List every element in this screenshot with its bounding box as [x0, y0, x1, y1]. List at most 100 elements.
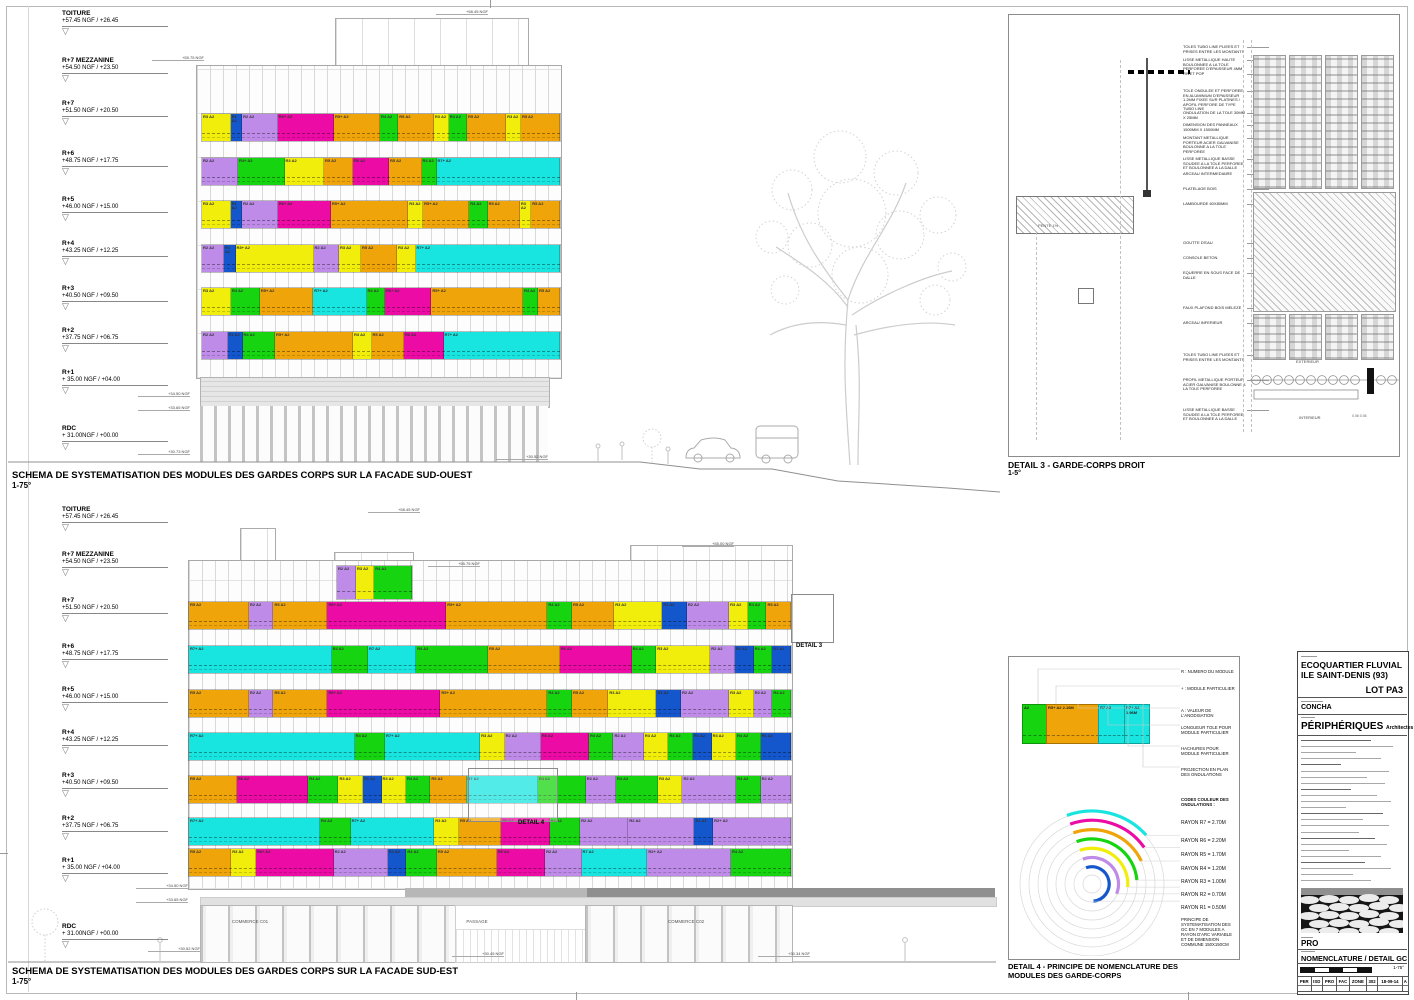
ondulation-dash-line	[202, 311, 560, 312]
detail3-lisse-haute	[1128, 70, 1190, 74]
band-module: R1 A2	[656, 690, 681, 717]
band-module: R4 A2	[668, 733, 693, 760]
module-code: R5 A2	[437, 849, 450, 854]
scale-bar-segment	[1343, 968, 1357, 972]
detail4-title-line1: DETAIL 4 - PRINCIPE DE NOMENCLATURE DES	[1008, 962, 1179, 971]
detail3-annotation: TOLES TUBO LINE PLIEES ET PRISES ENTRE L…	[1183, 352, 1269, 362]
band-module: R5 A2	[273, 602, 328, 629]
band-module: R2 A2	[613, 733, 644, 760]
band-module: R4 A2	[416, 646, 488, 673]
title-block-label-bar	[1301, 717, 1315, 718]
contact-text-line	[1301, 837, 1375, 839]
tree-sketch	[755, 130, 967, 466]
storefront-passage	[455, 905, 587, 963]
module-code: R4 A2	[737, 776, 749, 781]
module-code: R6+ A2	[385, 288, 400, 293]
sample-module-code: R7+ A2 1.96M	[1126, 705, 1140, 715]
band-module: R4 A2	[366, 288, 385, 315]
detail3-dash-line	[1120, 60, 1121, 440]
facade-se-title: SCHEMA DE SYSTEMATISATION DES MODULES DE…	[12, 966, 459, 977]
band-module: R2 A2	[337, 566, 356, 599]
detail3-annotation: RIVET POP	[1183, 71, 1269, 77]
detail3-annotation: ARCEAU INFERIEUR	[1183, 320, 1269, 326]
band-module: R3 A2	[408, 201, 424, 228]
ondulation-dash-line	[189, 621, 791, 622]
level-name: R+4	[62, 240, 75, 247]
band-module: R5 A2	[189, 849, 232, 876]
module-code: R4 A2	[449, 114, 461, 119]
band-module: R7+ A2	[415, 245, 560, 272]
level-name: R+2	[62, 815, 75, 822]
detail3-dash-line	[1036, 232, 1037, 440]
module-code: R6+ A2	[328, 602, 343, 607]
detail3-dims-label: 0.06 0.06	[1352, 414, 1367, 418]
band-module: R3 A2	[608, 690, 657, 717]
module-code: R3 A2	[435, 818, 447, 823]
level-name: R+7 MEZZANINE	[62, 551, 114, 558]
band-module: R5 A2	[488, 646, 560, 673]
rayon-label: RAYON R4 = 1.20M	[1181, 866, 1226, 872]
detail3-annotation: ARCEAU INTERMEDIAIRE	[1183, 171, 1269, 177]
ngf-level-label: +33.65 NGF	[136, 897, 188, 903]
band-module: R4 A2	[547, 602, 572, 629]
module-code: R5+ A2	[441, 690, 455, 695]
detail3-annotation: PLATELAGE BOIS	[1183, 186, 1269, 192]
level-label: RDC + 31.00NGF / +00.00 ▽	[62, 923, 168, 949]
band-module: R2 A2	[686, 602, 730, 629]
detail4-callout-label: DETAIL 4	[518, 820, 545, 826]
sample-module-code: R7 A2	[1100, 705, 1112, 710]
band-module: R5+ A2	[423, 201, 470, 228]
module-code: R4 A2	[417, 646, 429, 651]
band-module: R4 A2	[469, 201, 488, 228]
module-code: R4 A2	[669, 733, 681, 738]
module-code: R7+ A2	[314, 288, 328, 293]
band-module: R2 A2	[753, 690, 773, 717]
module-code: R5 A2	[459, 818, 472, 823]
detail4-legend-item: CODES COULEUR DES ONDULATIONS :	[1181, 797, 1229, 807]
passage-fence	[456, 929, 586, 962]
ngf-level-label: +30.34 NGF	[758, 951, 810, 957]
crop-mark	[1188, 992, 1189, 1000]
module-code: R4 A2	[589, 733, 602, 738]
band-module: R1 A2	[734, 646, 754, 673]
facade-sw-r1-deck	[200, 377, 550, 408]
ondulation-dash-line	[189, 665, 791, 666]
module-code: R4 A2	[243, 332, 255, 337]
module-code: R4 A2	[406, 776, 419, 781]
detail3-annotation: DIMENSION DES PANNEAUX 1500MM X 1500MM	[1183, 122, 1269, 132]
module-code: R2 A2	[249, 602, 262, 607]
title-block-divider	[1297, 697, 1407, 698]
level-ngf: + 35.00 NGF / +04.00	[62, 377, 168, 386]
band-module: R2 A2	[682, 776, 737, 803]
detail4-legend-item: PROJECTION EN PLAN DES ONDULATIONS	[1181, 767, 1229, 777]
band-module: R2 A2	[760, 776, 791, 803]
module-code: R3 A2	[203, 201, 215, 206]
level-marker-icon: ▽	[62, 73, 69, 83]
module-code: R3 A2	[481, 733, 493, 738]
band-module: R4 A2	[523, 288, 539, 315]
canopy-dark	[587, 888, 995, 897]
module-code: R6+ A2	[256, 849, 271, 854]
module-code: R6 A2	[497, 849, 510, 854]
module-code: R5 A2	[489, 646, 501, 651]
ondulation-dash-line	[189, 669, 791, 670]
band-module: R4 A2	[230, 288, 260, 315]
band-module: R5 A2	[487, 201, 520, 228]
level-marker-icon: ▽	[62, 788, 69, 798]
module-code: R5 A2	[390, 158, 402, 163]
module-code: R5 A2	[274, 690, 286, 695]
module-code: R4 A2	[422, 158, 434, 163]
detail3-annotation: MONTANT METALLIQUE PORTEUR ACIER GALVANI…	[1183, 135, 1269, 154]
module-code: R5 A2	[190, 602, 202, 607]
level-name: R+1	[62, 369, 75, 376]
detail3-annotation: LAMBOURDE 60X80MM	[1183, 201, 1269, 207]
module-code: R5 A2	[532, 201, 544, 206]
ondulation-dash-line	[202, 351, 560, 352]
level-marker-icon: ▽	[62, 745, 69, 755]
detail3-callout-label: DETAIL 3	[796, 643, 823, 649]
ondulation-dash-line	[189, 868, 791, 869]
title-block-scale: 1-75°	[1393, 965, 1404, 970]
stamp-cell: FAC	[1337, 977, 1350, 991]
module-code: R3+ A2	[236, 245, 251, 250]
band-module: R4 A2	[448, 114, 468, 141]
